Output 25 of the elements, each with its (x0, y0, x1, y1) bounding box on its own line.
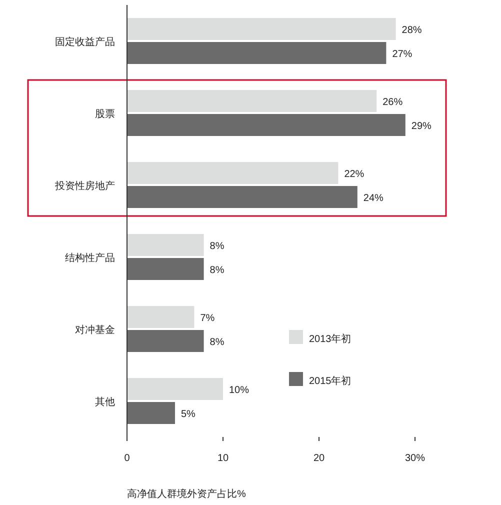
legend-label: 2013年初 (309, 333, 352, 345)
x-tick-label: 0 (124, 453, 130, 464)
y-tick-label: 对冲基金 (75, 324, 115, 336)
data-label: 8% (210, 265, 224, 276)
y-tick-label: 其他 (95, 396, 115, 408)
data-label: 7% (200, 313, 215, 324)
data-label: 26% (382, 97, 403, 108)
data-label: 29% (411, 121, 432, 132)
x-axis-title: 高净值人群境外资产占比% (127, 488, 246, 500)
x-tick-label: 30% (404, 453, 426, 464)
data-label: 8% (210, 337, 224, 348)
data-label: 28% (402, 25, 422, 36)
y-tick-label: 固定收益产品 (55, 36, 115, 48)
data-label: 22% (344, 169, 364, 180)
x-tick-label: 10 (217, 453, 229, 464)
x-tick-label: 20 (313, 453, 325, 464)
data-label: 5% (181, 409, 196, 420)
y-tick-label: 结构性产品 (65, 252, 115, 264)
data-label: 27% (392, 49, 412, 60)
y-tick-label: 投资性房地产 (54, 180, 115, 192)
y-tick-label: 股票 (95, 109, 115, 120)
legend-label: 2015年初 (309, 375, 352, 387)
data-label: 24% (363, 193, 384, 204)
data-label: 8% (210, 241, 224, 252)
data-label: 10% (229, 385, 250, 396)
